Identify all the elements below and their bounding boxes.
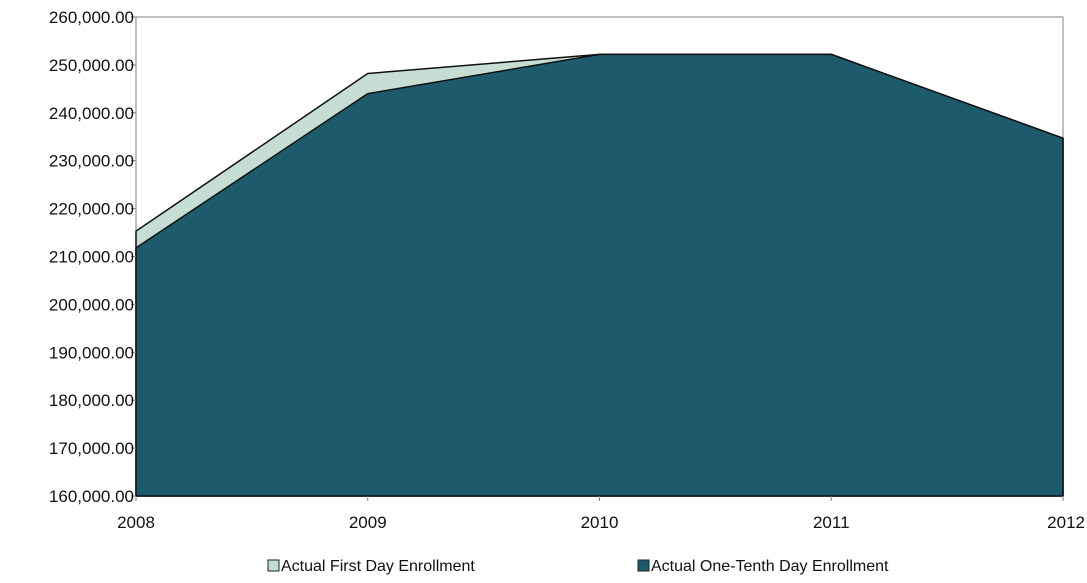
y-tick-label-7: 230,000.00: [49, 152, 134, 171]
y-tick-label-9: 250,000.00: [49, 56, 134, 75]
y-tick-label-1: 170,000.00: [49, 439, 134, 458]
x-axis: 2008 2009 2010 2011 2012: [117, 496, 1085, 532]
legend-label-one-tenth-day: Actual One-Tenth Day Enrollment: [651, 558, 889, 575]
y-tick-label-4: 200,000.00: [49, 295, 134, 314]
y-tick-label-8: 240,000.00: [49, 104, 134, 123]
x-tick-label-3: 2011: [813, 513, 850, 532]
x-tick-label-1: 2009: [349, 513, 387, 532]
y-axis: 160,000.00 170,000.00 180,000.00 190,000.00…: [49, 8, 136, 506]
legend: Actual First Day Enrollment Actual One-T…: [268, 558, 889, 575]
y-tick-label-5: 210,000.00: [49, 248, 134, 267]
legend-item-first-day: Actual First Day Enrollment: [268, 558, 475, 575]
y-tick-label-3: 190,000.00: [49, 343, 134, 362]
y-tick-label-6: 220,000.00: [49, 200, 134, 219]
legend-item-one-tenth-day: Actual One-Tenth Day Enrollment: [638, 558, 889, 575]
x-tick-label-2: 2010: [581, 513, 619, 532]
x-tick-label-4: 2012: [1047, 513, 1085, 532]
x-tick-label-0: 2008: [117, 513, 155, 532]
legend-label-first-day: Actual First Day Enrollment: [281, 558, 475, 575]
y-tick-label-10: 260,000.00: [49, 8, 134, 27]
legend-swatch-one-tenth-day: [638, 560, 649, 571]
y-tick-label-0: 160,000.00: [49, 487, 134, 506]
legend-swatch-first-day: [268, 560, 279, 571]
y-tick-label-2: 180,000.00: [49, 391, 134, 410]
